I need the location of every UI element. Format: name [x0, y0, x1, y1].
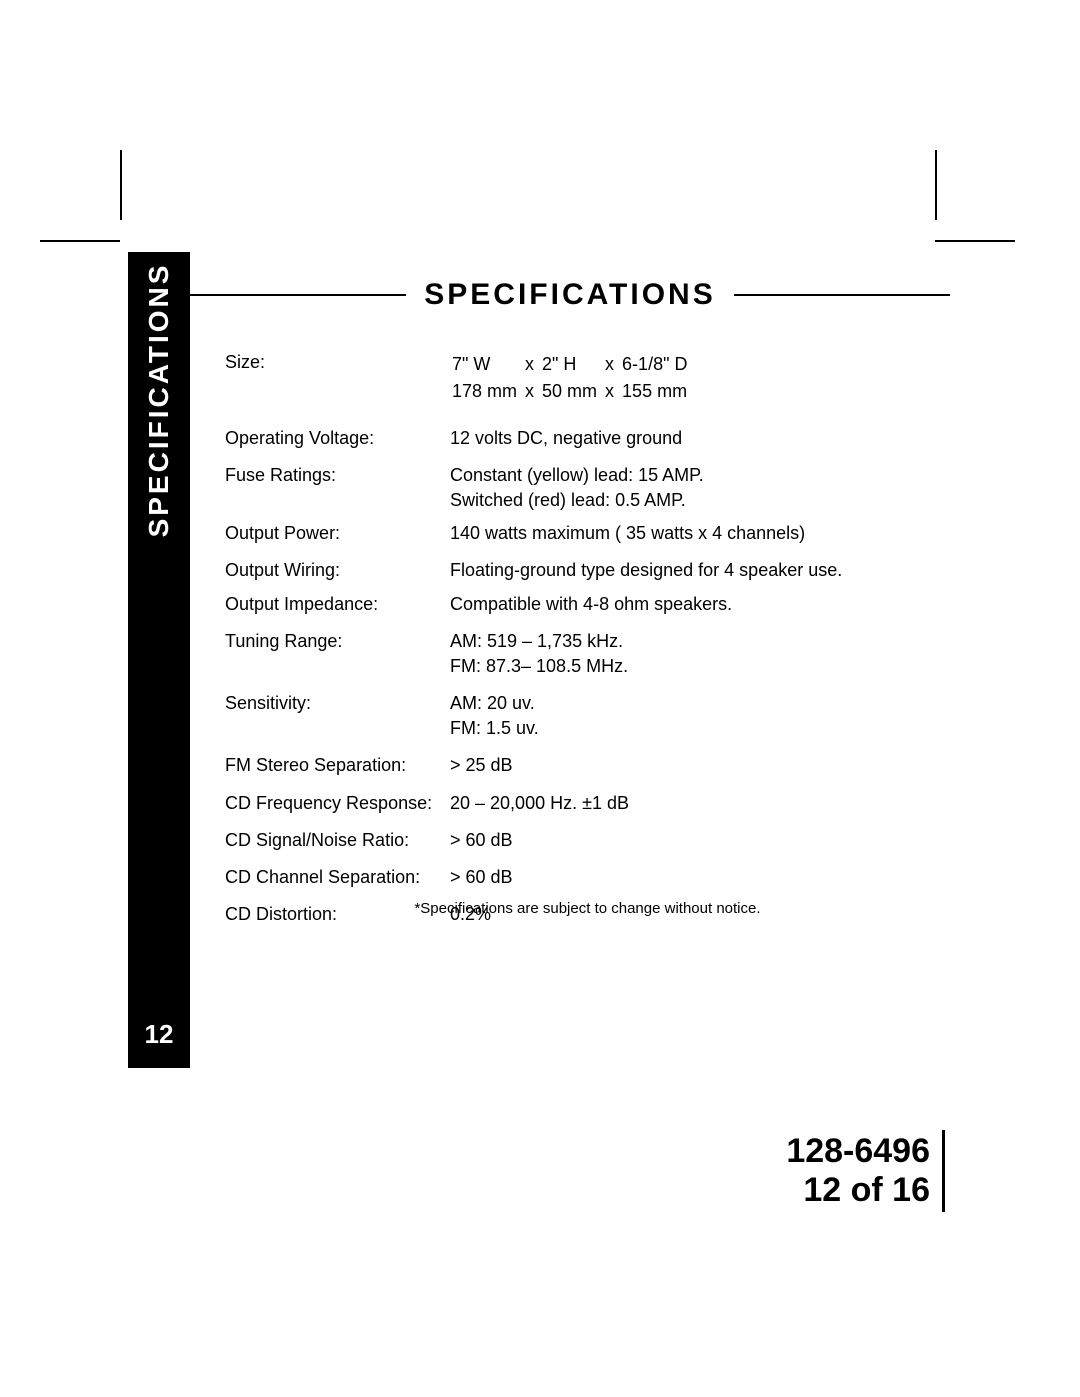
spec-value: > 60 dB — [450, 828, 930, 853]
spec-value: 140 watts maximum ( 35 watts x 4 channel… — [450, 521, 930, 546]
footnote: *Specifications are subject to change wi… — [225, 900, 950, 917]
spec-value: Floating-ground type designed for 4 spea… — [450, 558, 930, 583]
sidebar-page-number: 12 — [128, 1019, 190, 1050]
spec-value: Constant (yellow) lead: 15 AMP. Switched… — [450, 463, 930, 513]
spec-row-tuning: Tuning Range: AM: 519 – 1,735 kHz. FM: 8… — [225, 629, 930, 679]
sidebar: SPECIFICATIONS 12 — [128, 252, 190, 1068]
doc-footer-bar — [942, 1130, 945, 1212]
spec-value: Compatible with 4-8 ohm speakers. — [450, 592, 930, 617]
spec-value: 7" W x 2" H x 6-1/8" D 178 mm x 50 mm x … — [450, 350, 930, 414]
spec-value: 12 volts DC, negative ground — [450, 426, 930, 451]
spec-label: Output Wiring: — [225, 558, 450, 583]
doc-page-of: 12 of 16 — [786, 1171, 930, 1210]
spec-label: Size: — [225, 350, 450, 414]
spec-row-size: Size: 7" W x 2" H x 6-1/8" D 178 mm x 50… — [225, 350, 930, 414]
spec-label: CD Signal/Noise Ratio: — [225, 828, 450, 853]
heading-rule-right — [734, 294, 950, 296]
sidebar-title: SPECIFICATIONS — [143, 263, 175, 538]
spec-label: Sensitivity: — [225, 691, 450, 741]
spec-row-voltage: Operating Voltage: 12 volts DC, negative… — [225, 426, 930, 451]
spec-label: Operating Voltage: — [225, 426, 450, 451]
spec-row-wiring: Output Wiring: Floating-ground type desi… — [225, 558, 930, 583]
spec-label: FM Stereo Separation: — [225, 753, 450, 778]
spec-label: Tuning Range: — [225, 629, 450, 679]
doc-footer: 128-6496 12 of 16 — [786, 1130, 945, 1212]
spec-value: > 25 dB — [450, 753, 930, 778]
spec-row-cdsnr: CD Signal/Noise Ratio: > 60 dB — [225, 828, 930, 853]
spec-row-fmsep: FM Stereo Separation: > 25 dB — [225, 753, 930, 778]
spec-row-impedance: Output Impedance: Compatible with 4-8 oh… — [225, 592, 930, 617]
heading-rule-left — [190, 294, 406, 296]
spec-value: AM: 20 uv. FM: 1.5 uv. — [450, 691, 930, 741]
spec-value: 20 – 20,000 Hz. ±1 dB — [450, 791, 930, 816]
spec-row-sensitivity: Sensitivity: AM: 20 uv. FM: 1.5 uv. — [225, 691, 930, 741]
spec-label: CD Channel Separation: — [225, 865, 450, 890]
doc-number: 128-6496 — [786, 1132, 930, 1171]
spec-value: AM: 519 – 1,735 kHz. FM: 87.3– 108.5 MHz… — [450, 629, 930, 679]
spec-table: Size: 7" W x 2" H x 6-1/8" D 178 mm x 50… — [225, 350, 930, 935]
spec-value: > 60 dB — [450, 865, 930, 890]
crop-marks — [0, 150, 1080, 250]
spec-label: Output Power: — [225, 521, 450, 546]
spec-label: CD Frequency Response: — [225, 791, 450, 816]
spec-row-cdfreq: CD Frequency Response: 20 – 20,000 Hz. ±… — [225, 791, 930, 816]
spec-row-power: Output Power: 140 watts maximum ( 35 wat… — [225, 521, 930, 546]
spec-label: Fuse Ratings: — [225, 463, 450, 513]
heading-row: SPECIFICATIONS — [190, 278, 950, 312]
spec-row-fuse: Fuse Ratings: Constant (yellow) lead: 15… — [225, 463, 930, 513]
page-title: SPECIFICATIONS — [406, 278, 733, 312]
spec-row-cdchan: CD Channel Separation: > 60 dB — [225, 865, 930, 890]
spec-label: Output Impedance: — [225, 592, 450, 617]
